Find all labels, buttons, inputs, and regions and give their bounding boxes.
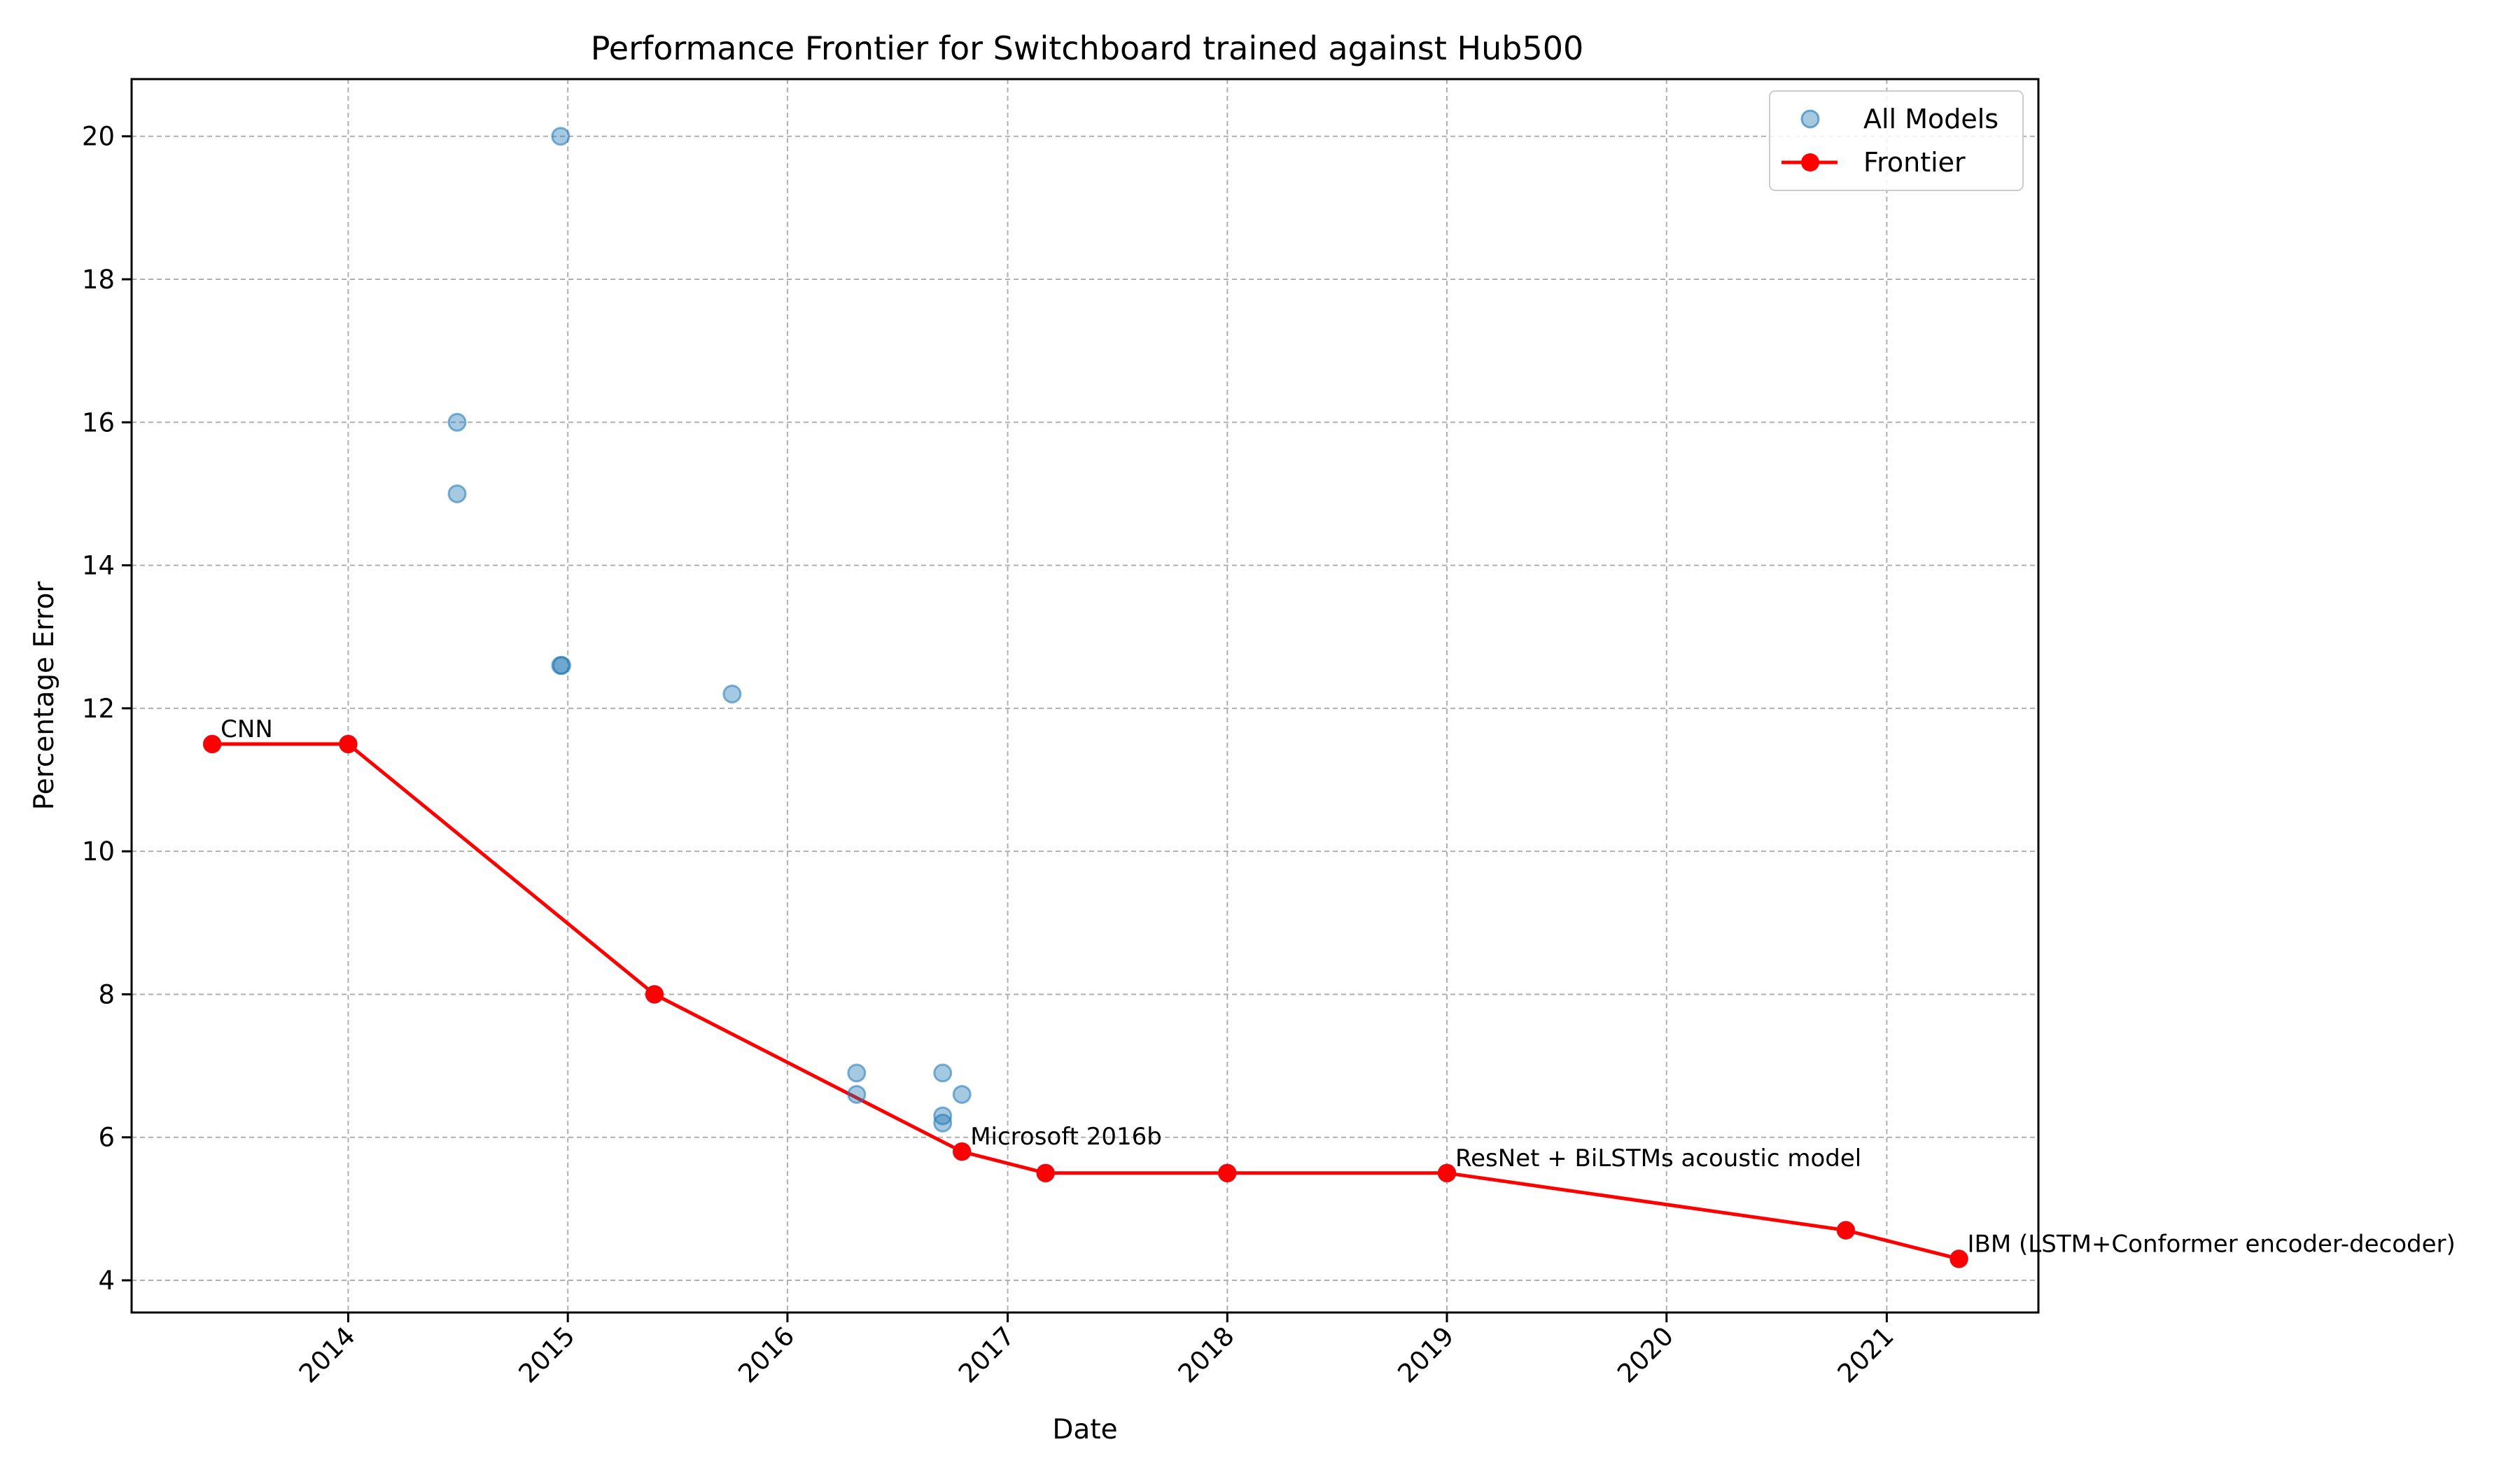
all-models-point bbox=[847, 1063, 867, 1083]
y-tick-label: 10 bbox=[82, 836, 115, 867]
plot-frame bbox=[130, 78, 2040, 1314]
all-models-point bbox=[552, 656, 572, 676]
legend-all-models-label: All Models bbox=[1863, 104, 1998, 134]
annotation-label: Microsoft 2016b bbox=[970, 1123, 1162, 1151]
annotations-layer: CNN Microsoft 2016b ResNet + BiLSTMs acous… bbox=[220, 715, 2456, 1258]
y-tick-label: 20 bbox=[82, 122, 115, 152]
annotation-label: IBM (LSTM+Conformer encoder-decoder) bbox=[1968, 1230, 2456, 1258]
annotation-label: ResNet + BiLSTMs acoustic model bbox=[1455, 1144, 1861, 1172]
frontier-point bbox=[1949, 1250, 1968, 1268]
frontier-point bbox=[1218, 1163, 1237, 1182]
y-tick-label: 18 bbox=[82, 265, 115, 295]
y-tick-label: 16 bbox=[82, 407, 115, 438]
all-models-point bbox=[847, 1084, 867, 1104]
frontier-point bbox=[953, 1142, 972, 1161]
all-models-point bbox=[933, 1063, 953, 1083]
all-models-point bbox=[933, 1106, 953, 1126]
all-models-point bbox=[447, 412, 467, 432]
frontier-point bbox=[203, 734, 222, 753]
legend-all-models-marker bbox=[1800, 109, 1820, 129]
legend-frontier-marker bbox=[1801, 153, 1819, 172]
chart-title: Performance Frontier for Switchboard tra… bbox=[591, 29, 1584, 67]
y-tick-label: 12 bbox=[82, 694, 115, 724]
y-tick-label: 6 bbox=[98, 1123, 115, 1153]
legend: All Models Frontier bbox=[1769, 90, 2024, 191]
all-models-point bbox=[952, 1084, 972, 1104]
frontier-point bbox=[1438, 1163, 1457, 1182]
legend-frontier-label: Frontier bbox=[1863, 147, 1966, 178]
grid bbox=[132, 79, 2038, 1312]
y-axis-label: Percentage Error bbox=[29, 581, 60, 811]
y-tick-label: 8 bbox=[98, 979, 115, 1009]
legend-box bbox=[1769, 90, 2024, 191]
frontier-point bbox=[645, 985, 664, 1004]
frontier-markers-layer bbox=[203, 734, 1968, 1268]
annotation-label: CNN bbox=[220, 715, 273, 743]
frontier-point bbox=[1836, 1221, 1855, 1240]
all-models-point bbox=[551, 127, 570, 146]
frontier-point bbox=[339, 734, 358, 753]
y-tick-label: 14 bbox=[82, 551, 115, 581]
all-models-point bbox=[933, 1113, 953, 1133]
y-tick-label: 4 bbox=[98, 1266, 115, 1296]
all-models-point bbox=[447, 484, 467, 503]
frontier-point bbox=[1036, 1163, 1055, 1182]
all-models-point bbox=[722, 684, 742, 704]
x-axis-label: Date bbox=[1052, 1414, 1117, 1446]
